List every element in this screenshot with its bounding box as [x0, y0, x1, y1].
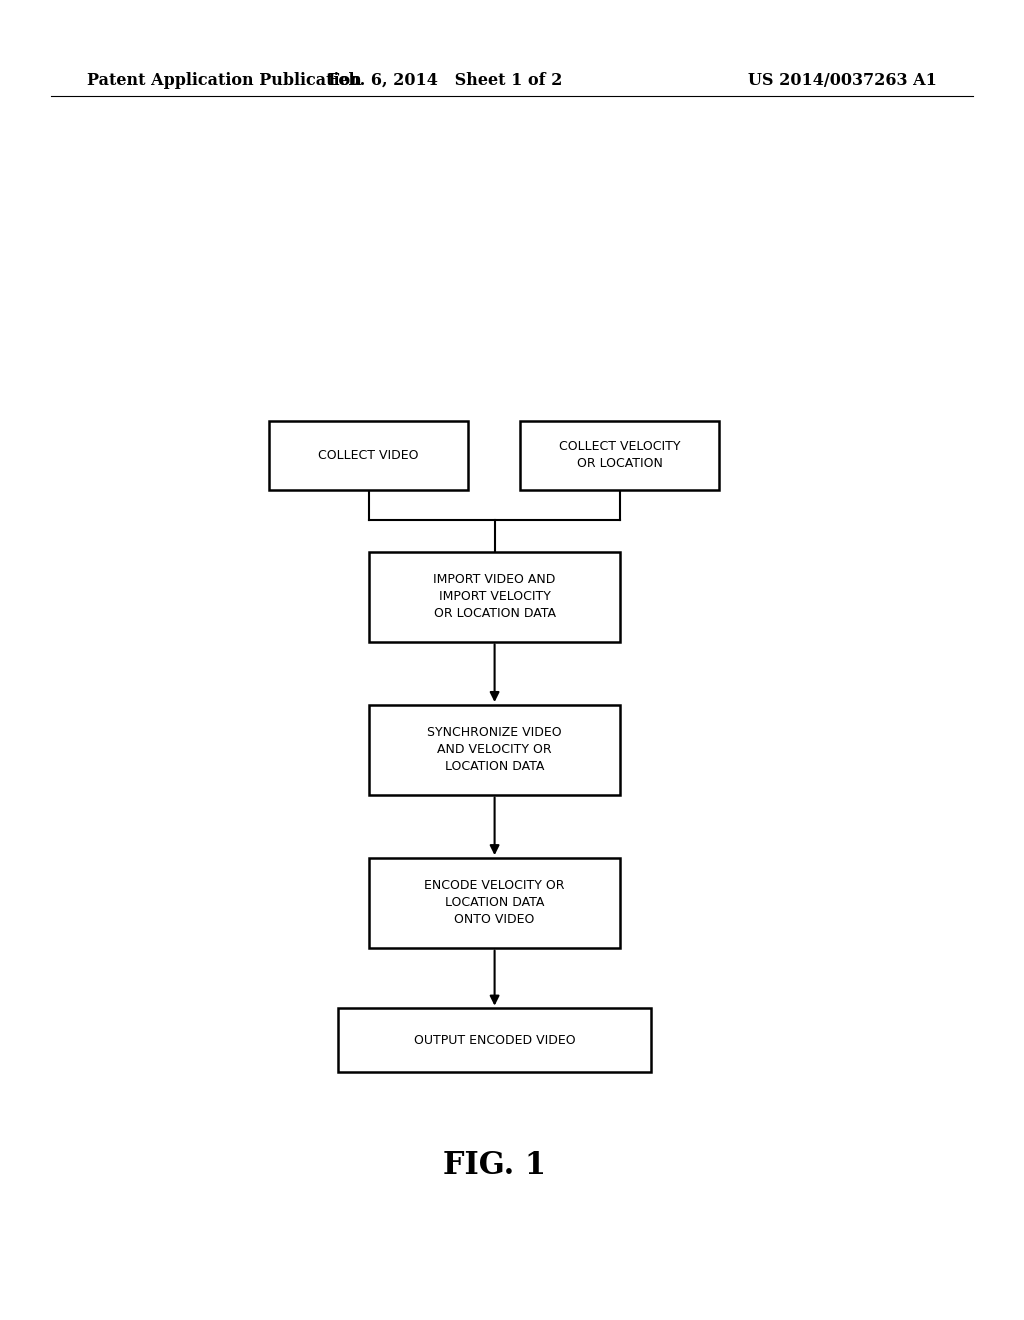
Bar [369, 705, 620, 795]
Text: SYNCHRONIZE VIDEO
AND VELOCITY OR
LOCATION DATA: SYNCHRONIZE VIDEO AND VELOCITY OR LOCATI… [427, 726, 562, 774]
Bar [268, 421, 468, 490]
Text: ENCODE VELOCITY OR
LOCATION DATA
ONTO VIDEO: ENCODE VELOCITY OR LOCATION DATA ONTO VI… [424, 879, 565, 927]
Bar [519, 421, 719, 490]
Text: OUTPUT ENCODED VIDEO: OUTPUT ENCODED VIDEO [414, 1034, 575, 1047]
Text: COLLECT VIDEO: COLLECT VIDEO [318, 449, 419, 462]
Bar [369, 858, 620, 948]
Text: Feb. 6, 2014   Sheet 1 of 2: Feb. 6, 2014 Sheet 1 of 2 [329, 73, 562, 88]
Text: COLLECT VELOCITY
OR LOCATION: COLLECT VELOCITY OR LOCATION [559, 441, 680, 470]
Text: IMPORT VIDEO AND
IMPORT VELOCITY
OR LOCATION DATA: IMPORT VIDEO AND IMPORT VELOCITY OR LOCA… [433, 573, 556, 620]
Text: US 2014/0037263 A1: US 2014/0037263 A1 [749, 73, 937, 88]
Text: FIG. 1: FIG. 1 [443, 1150, 546, 1181]
Bar [369, 552, 620, 642]
Text: Patent Application Publication: Patent Application Publication [87, 73, 361, 88]
Bar [338, 1008, 651, 1072]
